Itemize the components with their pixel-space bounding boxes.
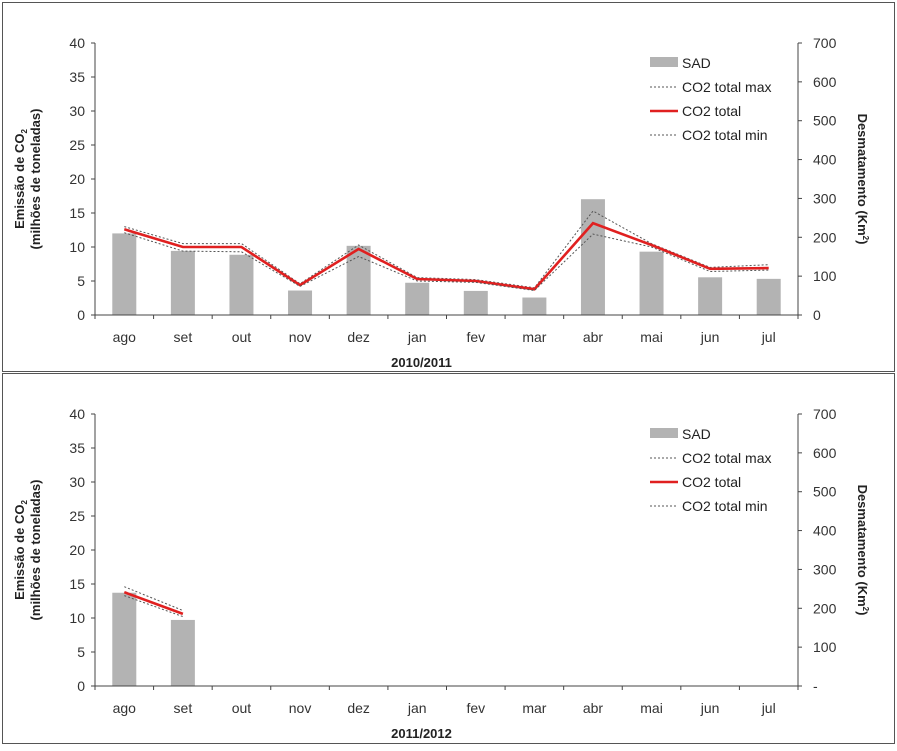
x-tick-label-abr: abr — [583, 329, 604, 345]
legend-swatch-sad — [650, 428, 678, 438]
bar-sad-mar — [522, 298, 546, 315]
y-tick-label-left: 15 — [69, 205, 85, 221]
legend-label-co2-total-min: CO2 total min — [682, 498, 768, 514]
x-tick-label-jul: jul — [761, 700, 776, 716]
x-tick-label-ago: ago — [113, 700, 137, 716]
x-tick-label-set: set — [174, 329, 193, 345]
y-axis-title-line2: (milhões de toneladas) — [28, 109, 43, 250]
x-tick-label-mar: mar — [522, 329, 546, 345]
y-tick-label-left: 5 — [77, 273, 85, 289]
series-line-co2-total — [124, 223, 768, 289]
y-tick-label-right: 0 — [813, 307, 821, 323]
legend-label-co2-total-max: CO2 total max — [682, 450, 771, 466]
y-axis-title-line2: (milhões de toneladas) — [28, 480, 43, 621]
x-tick-label-out: out — [232, 329, 252, 345]
y-tick-label-right: 300 — [813, 561, 837, 577]
y-tick-label-left: 30 — [69, 103, 85, 119]
y-tick-label-right: 100 — [813, 268, 837, 284]
x-tick-label-dez: dez — [347, 329, 370, 345]
y-tick-label-right: 400 — [813, 152, 837, 168]
panel-frame — [3, 3, 895, 372]
legend-label-sad: SAD — [682, 426, 711, 442]
y-axis-title-line1: Emissão de CO2 — [12, 129, 29, 229]
bar-sad-ago — [112, 593, 136, 686]
x-tick-label-ago: ago — [113, 329, 137, 345]
x-tick-label-dez: dez — [347, 700, 370, 716]
series-line-co2-total-max — [124, 211, 768, 288]
y-tick-label-right: 300 — [813, 190, 837, 206]
x-axis-title: 2011/2012 — [391, 726, 452, 741]
chart-panel-2: 0 5 10 15 20 25 30 35 40 - 100 200 300 400 500 600 700 ag… — [3, 374, 895, 744]
series-line-co2-total-min — [124, 233, 768, 291]
x-tick-label-set: set — [174, 700, 193, 716]
y-tick-label-right: 600 — [813, 74, 837, 90]
x-tick-label-nov: nov — [289, 700, 312, 716]
x-axis-title: 2010/2011 — [391, 355, 452, 370]
x-tick-label-nov: nov — [289, 329, 312, 345]
y-tick-label-left: 0 — [77, 307, 85, 323]
y-tick-label-left: 10 — [69, 610, 85, 626]
y-tick-label-left: 35 — [69, 69, 85, 85]
y-tick-label-left: 5 — [77, 644, 85, 660]
x-tick-label-jan: jan — [407, 329, 427, 345]
y-tick-label-left: 25 — [69, 137, 85, 153]
y-tick-label-right: 100 — [813, 639, 837, 655]
legend-label-sad: SAD — [682, 55, 711, 71]
legend-label-co2-total: CO2 total — [682, 103, 741, 119]
bar-sad-nov — [288, 291, 312, 315]
y2-axis-title: Desmatamento (Km2) — [855, 485, 870, 616]
y-tick-label-left: 10 — [69, 239, 85, 255]
x-tick-label-mai: mai — [640, 700, 663, 716]
x-tick-label-out: out — [232, 700, 252, 716]
chart-panel-1: 05101520253035400100200300400500600700ag… — [3, 3, 895, 372]
x-tick-label-mar: mar — [522, 700, 546, 716]
panel-frame — [3, 374, 895, 744]
y-tick-label-left: 25 — [69, 508, 85, 524]
y-tick-label-left: 35 — [69, 440, 85, 456]
x-tick-label-fev: fev — [466, 700, 485, 716]
x-tick-label-jul: jul — [761, 329, 776, 345]
y2-axis-title: Desmatamento (Km2) — [855, 114, 870, 245]
y-tick-label-left: 0 — [77, 678, 85, 694]
y-tick-label-right: 200 — [813, 229, 837, 245]
y-tick-label-right: 400 — [813, 523, 837, 539]
y-tick-label-left: 40 — [69, 406, 85, 422]
bar-sad-mai — [640, 252, 664, 315]
y-tick-label-left: 15 — [69, 576, 85, 592]
y-tick-label-left: 20 — [69, 542, 85, 558]
y-tick-label-right: - — [813, 678, 818, 694]
bar-sad-jul — [757, 279, 781, 315]
bar-sad-jan — [405, 283, 429, 315]
y-tick-label-left: 20 — [69, 171, 85, 187]
y-tick-label-right: 500 — [813, 113, 837, 129]
x-tick-label-jun: jun — [700, 700, 720, 716]
bar-sad-set — [171, 251, 195, 315]
bar-sad-fev — [464, 291, 488, 315]
bar-sad-out — [229, 255, 253, 315]
y-tick-label-left: 40 — [69, 35, 85, 51]
y-tick-label-right: 200 — [813, 600, 837, 616]
x-tick-label-jan: jan — [407, 700, 427, 716]
x-tick-label-fev: fev — [466, 329, 485, 345]
x-tick-label-jun: jun — [700, 329, 720, 345]
y-axis-title-line1: Emissão de CO2 — [12, 500, 29, 600]
bar-sad-set — [171, 620, 195, 686]
bar-sad-abr — [581, 199, 605, 315]
y-tick-label-right: 700 — [813, 35, 837, 51]
y-tick-label-right: 600 — [813, 445, 837, 461]
bar-sad-jun — [698, 277, 722, 315]
legend-label-co2-total: CO2 total — [682, 474, 741, 490]
y-tick-label-right: 700 — [813, 406, 837, 422]
x-tick-label-mai: mai — [640, 329, 663, 345]
legend-label-co2-total-min: CO2 total min — [682, 127, 768, 143]
y-tick-label-left: 30 — [69, 474, 85, 490]
x-tick-label-abr: abr — [583, 700, 604, 716]
legend-swatch-sad — [650, 57, 678, 67]
legend-label-co2-total-max: CO2 total max — [682, 79, 771, 95]
y-tick-label-right: 500 — [813, 484, 837, 500]
bar-sad-ago — [112, 233, 136, 315]
